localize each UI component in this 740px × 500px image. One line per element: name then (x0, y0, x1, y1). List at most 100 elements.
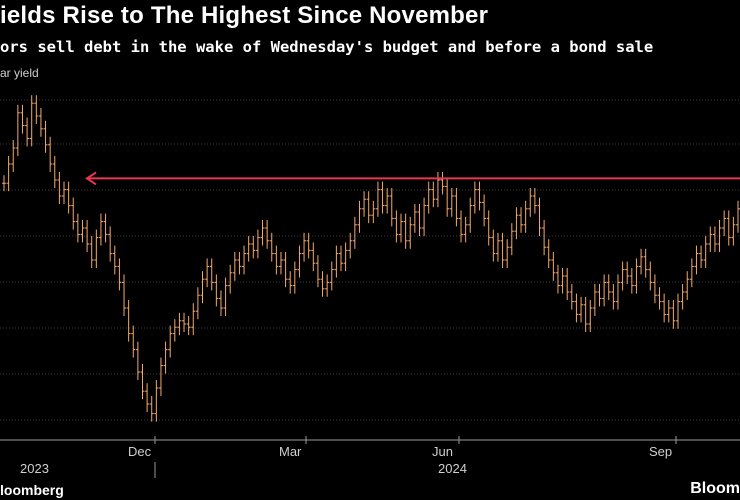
price-bar-1 (6, 156, 11, 192)
price-bar-118 (546, 239, 551, 268)
price-bar-119 (551, 252, 556, 281)
price-bar-152 (703, 236, 708, 268)
price-bar-100 (463, 216, 468, 243)
price-bar-92 (426, 181, 431, 214)
price-bar-49 (228, 264, 233, 294)
price-bar-83 (385, 188, 390, 214)
price-bar-6 (29, 95, 34, 147)
price-bar-90 (417, 204, 422, 236)
price-bar-84 (389, 188, 394, 227)
price-bar-96 (445, 178, 450, 217)
price-bar-103 (477, 181, 482, 211)
price-bar-85 (394, 210, 399, 243)
chart-gridlines (0, 99, 740, 421)
price-bar-106 (491, 229, 496, 262)
price-bar-7 (34, 95, 39, 124)
price-bar-126 (583, 296, 588, 332)
price-bar-109 (505, 239, 510, 268)
price-bar-159 (736, 200, 740, 233)
price-bar-54 (251, 236, 256, 259)
chart-subtitle: ors sell debt in the wake of Wednesday's… (0, 38, 654, 56)
price-bar-89 (412, 204, 417, 233)
price-bar-80 (371, 200, 376, 224)
price-bar-132 (611, 284, 616, 310)
price-bar-111 (514, 207, 519, 240)
price-bar-95 (440, 172, 445, 195)
price-bar-57 (265, 220, 270, 249)
price-bar-147 (680, 284, 685, 310)
price-bar-3 (15, 104, 20, 156)
price-bar-11 (52, 156, 57, 188)
bloomberg-logo: Bloom (690, 480, 740, 497)
price-bar-4 (20, 104, 25, 134)
price-bar-62 (288, 271, 293, 294)
price-bar-154 (712, 226, 717, 252)
price-bar-9 (43, 120, 48, 153)
price-bar-102 (472, 181, 477, 214)
price-bar-110 (509, 223, 514, 256)
price-bar-8 (38, 108, 43, 137)
price-bar-14 (66, 181, 71, 214)
price-bar-55 (255, 229, 260, 259)
price-bar-117 (542, 220, 547, 256)
price-bar-66 (306, 232, 311, 259)
reference-arrow-icon (85, 171, 97, 186)
price-bar-19 (89, 236, 94, 268)
price-bar-87 (403, 213, 408, 249)
price-bar-127 (588, 300, 593, 332)
price-bar-17 (80, 220, 85, 243)
chart-series-bars (2, 95, 740, 422)
reference-line-group (85, 171, 740, 186)
price-bar-107 (495, 232, 500, 262)
price-bar-146 (675, 293, 680, 329)
price-bar-140 (648, 261, 653, 291)
price-bar-69 (320, 271, 325, 297)
price-bar-73 (338, 245, 343, 272)
x-tick-label-3: Sep (649, 444, 672, 459)
price-bar-145 (671, 300, 676, 329)
chart-title: ields Rise to The Highest Since November (0, 2, 489, 29)
price-bar-86 (399, 213, 404, 243)
price-bar-0 (2, 175, 6, 192)
price-bar-82 (380, 181, 385, 214)
year-label-0: 2023 (20, 461, 49, 476)
price-bar-113 (523, 200, 528, 233)
price-bar-77 (357, 200, 362, 233)
price-bar-23 (108, 226, 113, 262)
price-bar-41 (191, 303, 196, 336)
price-bar-72 (334, 245, 339, 278)
price-bar-53 (246, 236, 251, 262)
price-bar-120 (555, 264, 560, 294)
price-bar-40 (186, 316, 191, 336)
price-bar-61 (283, 252, 288, 288)
price-bar-112 (519, 207, 524, 233)
price-bar-12 (57, 172, 62, 204)
price-bar-125 (579, 296, 584, 323)
price-bar-70 (325, 274, 330, 297)
price-bar-48 (223, 277, 228, 316)
price-bar-22 (103, 213, 108, 243)
price-bar-50 (232, 252, 237, 281)
price-bar-34 (158, 357, 163, 396)
price-bar-114 (528, 188, 533, 217)
price-bar-30 (140, 364, 145, 400)
price-bar-25 (117, 258, 122, 291)
price-bar-130 (602, 274, 607, 307)
price-bar-151 (699, 245, 704, 268)
price-bar-122 (565, 268, 570, 300)
price-bar-105 (486, 210, 491, 246)
series-label: ar yield (0, 66, 39, 80)
price-bar-32 (149, 396, 154, 422)
price-bar-81 (375, 181, 380, 217)
price-bar-76 (352, 216, 357, 249)
price-bar-121 (560, 268, 565, 294)
price-bar-98 (454, 188, 459, 227)
price-bar-45 (209, 258, 214, 291)
price-bar-13 (62, 181, 67, 204)
price-bar-115 (532, 188, 537, 214)
price-bar-5 (25, 117, 30, 147)
x-tick-label-2: Jun (432, 444, 453, 459)
price-bar-68 (315, 255, 320, 288)
price-bar-93 (431, 181, 436, 208)
